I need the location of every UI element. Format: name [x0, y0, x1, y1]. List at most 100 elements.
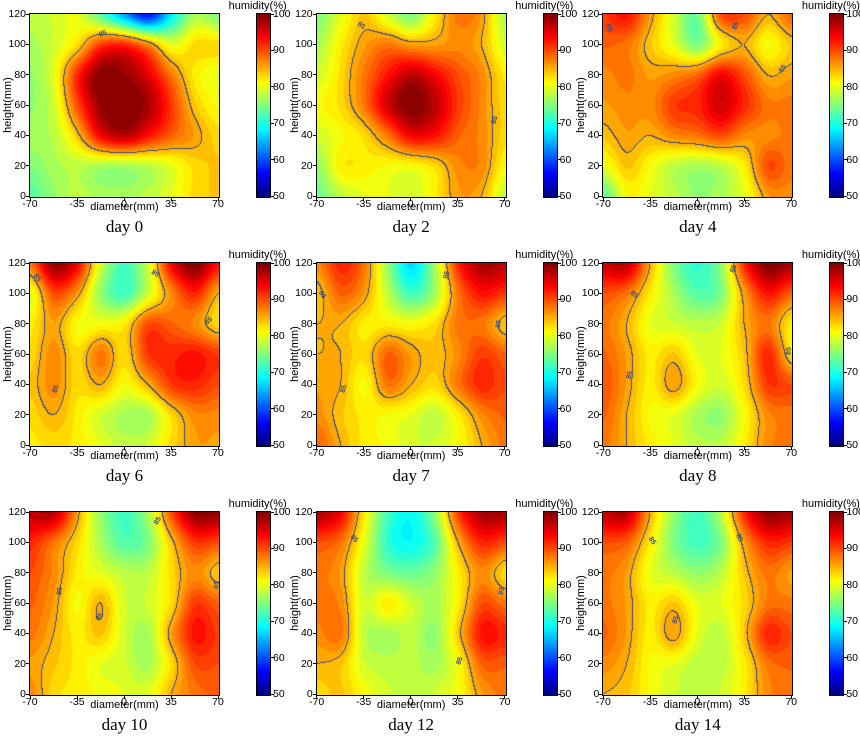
y-tick-mark — [312, 602, 316, 604]
colorbar-tick-mark — [557, 693, 561, 695]
colorbar-tick-label: 60 — [559, 651, 572, 664]
x-tick-label: -70 — [22, 696, 38, 708]
colorbar-tick-mark — [844, 13, 848, 15]
x-tick-mark — [602, 696, 604, 699]
colorbar-tick-label: 60 — [846, 402, 858, 415]
colorbar-tick-label: 80 — [846, 329, 858, 342]
x-tick-mark — [217, 198, 219, 201]
colorbar-tick-label: 90 — [559, 542, 572, 555]
x-tick-label: -70 — [22, 447, 38, 459]
colorbar-tick-label: 80 — [273, 80, 285, 93]
colorbar-tick-label: 70 — [559, 366, 572, 379]
x-tick-mark — [123, 198, 125, 201]
colorbar-gradient — [543, 512, 557, 695]
y-tick-mark — [26, 104, 29, 106]
y-tick-mark — [599, 134, 603, 136]
x-tick-mark — [76, 198, 78, 201]
colorbar-tick-label: 50 — [273, 439, 285, 451]
colorbar-tick-label: 50 — [559, 688, 572, 700]
colorbar-tick-label: 90 — [273, 293, 285, 306]
y-tick-mark — [312, 693, 316, 695]
colorbar-gradient — [830, 14, 844, 197]
y-tick-mark — [26, 165, 29, 167]
colorbar-tick-mark — [557, 159, 561, 161]
y-tick-mark — [312, 74, 316, 76]
y-tick-mark — [312, 414, 316, 416]
colorbar-tick-mark — [271, 159, 274, 161]
y-tick-mark — [26, 43, 29, 45]
colorbar-tick-mark — [271, 444, 274, 446]
y-tick-label: 40 — [300, 627, 313, 640]
panel-title: day 8 — [679, 466, 717, 485]
y-tick-label: 60 — [14, 348, 26, 360]
x-tick-mark — [649, 696, 651, 699]
y-tick-mark — [26, 444, 29, 446]
colorbar-tick-mark — [844, 620, 848, 622]
x-tick-label: -70 — [595, 447, 611, 459]
y-tick-label: 20 — [587, 657, 600, 670]
y-tick-label: 60 — [300, 99, 313, 111]
y-tick-label: 40 — [587, 129, 600, 142]
y-tick-mark — [26, 323, 29, 325]
colorbar-tick-mark — [271, 547, 274, 549]
colorbar-tick-mark — [557, 371, 561, 373]
x-tick-mark — [504, 447, 506, 450]
x-tick-mark — [410, 198, 412, 201]
x-tick-label: 35 — [165, 696, 177, 708]
y-tick-label: 20 — [587, 408, 600, 421]
y-tick-label: 100 — [581, 38, 600, 51]
x-tick-mark — [76, 696, 78, 699]
contour-panel: height(mm) 85 85 85 85 diameter(mm) day 6 h… — [0, 249, 291, 498]
colorbar-title: humidity(%) — [515, 0, 574, 12]
y-tick-mark — [26, 195, 29, 197]
colorbar-title: humidity(%) — [228, 249, 287, 261]
y-tick-mark — [312, 632, 316, 634]
y-tick-mark — [599, 323, 603, 325]
colorbar-tick-mark — [844, 195, 848, 197]
y-tick-label: 0 — [306, 439, 313, 451]
colorbar-tick-mark — [271, 620, 274, 622]
colorbar-tick-label: 90 — [559, 293, 572, 306]
y-tick-label: 20 — [14, 657, 26, 670]
colorbar-tick-mark — [844, 657, 848, 659]
colorbar-tick-label: 100 — [559, 506, 578, 518]
y-tick-label: 100 — [581, 287, 600, 300]
y-tick-label: 20 — [14, 408, 26, 421]
x-tick-mark — [316, 447, 318, 450]
contour-level-label: 85 — [339, 384, 348, 394]
colorbar-tick-label: 70 — [273, 117, 285, 130]
x-tick-mark — [217, 696, 219, 699]
colorbar-tick-mark — [271, 335, 274, 337]
colorbar — [829, 511, 845, 696]
colorbar-gradient — [257, 512, 270, 695]
y-tick-mark — [599, 663, 603, 665]
x-axis-label: diameter(mm) — [663, 201, 733, 213]
x-tick-label: -35 — [642, 198, 658, 210]
colorbar — [542, 13, 558, 198]
colorbar-tick-mark — [844, 371, 848, 373]
y-tick-label: 120 — [295, 257, 313, 269]
x-tick-mark — [170, 447, 172, 450]
x-tick-mark — [649, 447, 651, 450]
x-tick-mark — [790, 447, 792, 450]
x-tick-mark — [790, 198, 792, 201]
y-tick-mark — [26, 134, 29, 136]
colorbar-tick-mark — [844, 262, 848, 264]
y-tick-label: 80 — [587, 317, 600, 330]
colorbar-tick-label: 100 — [559, 257, 578, 269]
colorbar-tick-mark — [271, 693, 274, 695]
colorbar-tick-mark — [557, 262, 561, 264]
y-tick-label: 0 — [20, 688, 26, 700]
y-tick-label: 40 — [587, 378, 600, 391]
y-tick-mark — [312, 43, 316, 45]
x-tick-label: 35 — [165, 447, 177, 459]
colorbar-title: humidity(%) — [515, 498, 574, 510]
x-tick-mark — [790, 696, 792, 699]
x-tick-label: -35 — [69, 198, 85, 210]
panel-title: day 2 — [392, 217, 430, 236]
y-tick-label: 0 — [20, 439, 26, 451]
contour-panel: height(mm) 85 85 85 85 diameter(mm) day 8 h… — [573, 249, 860, 498]
plot-area: 85 85 85 — [315, 511, 507, 696]
y-tick-label: 60 — [587, 597, 600, 609]
y-tick-mark — [312, 165, 316, 167]
